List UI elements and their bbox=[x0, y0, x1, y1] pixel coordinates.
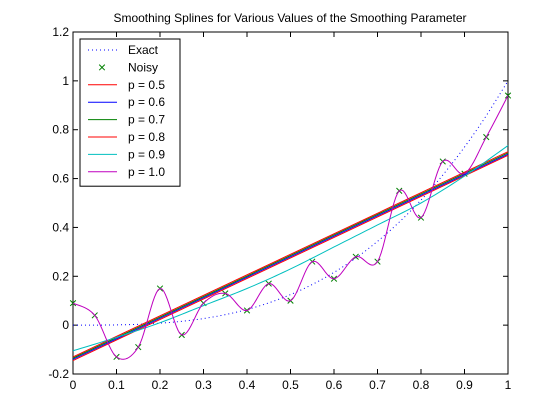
y-tick-label: 0.6 bbox=[52, 172, 69, 186]
x-tick-label: 0.2 bbox=[152, 378, 169, 392]
y-tick-label: -0.2 bbox=[48, 367, 69, 381]
series-line-p-1-0 bbox=[72, 95, 509, 360]
x-tick-label: 0.8 bbox=[413, 378, 430, 392]
legend-label: p = 1.0 bbox=[128, 165, 165, 179]
legend: Exact Noisy p = 0.5 p = 0.6 p = 0.7 p = 0.8 p … bbox=[79, 38, 181, 187]
legend-swatch-noisy bbox=[98, 64, 106, 71]
legend-box bbox=[79, 38, 181, 187]
tick-group: 0 0.1 0.2 0.3 0.4 0.5 0.6 0.7 0.8 0.9 1-0.200.20.4… bbox=[48, 25, 511, 392]
legend-label: p = 0.7 bbox=[128, 113, 165, 127]
x-tick-label: 0.1 bbox=[108, 378, 125, 392]
x-tick-label: 0.7 bbox=[369, 378, 386, 392]
legend-label: Exact bbox=[128, 43, 159, 57]
y-tick-label: 0.8 bbox=[52, 123, 69, 137]
x-tick-label: 1 bbox=[505, 378, 512, 392]
legend-label: p = 0.9 bbox=[128, 147, 165, 161]
noisy-point-marker bbox=[69, 300, 77, 307]
series-line-p-0-7 bbox=[72, 152, 509, 359]
legend-marker-stroke bbox=[98, 64, 106, 71]
series-line-p-0-6 bbox=[72, 153, 509, 360]
y-tick-label: 1 bbox=[62, 74, 69, 88]
y-tick-label: 0.2 bbox=[52, 269, 69, 283]
x-tick-label: 0.9 bbox=[456, 378, 473, 392]
legend-label: p = 0.6 bbox=[128, 95, 165, 109]
x-tick-label: 0.3 bbox=[195, 378, 212, 392]
x-tick-label: 0.4 bbox=[239, 378, 256, 392]
y-tick-label: 0 bbox=[62, 318, 69, 332]
legend-label: p = 0.5 bbox=[128, 78, 165, 92]
x-tick-label: 0.6 bbox=[326, 378, 343, 392]
y-tick-label: 1.2 bbox=[52, 25, 69, 39]
x-tick-label: 0.5 bbox=[282, 378, 299, 392]
series-line-p-0-8 bbox=[72, 151, 509, 358]
plot-area bbox=[69, 80, 512, 362]
x-tick-label: 0 bbox=[70, 378, 77, 392]
noisy-marker-stroke bbox=[69, 300, 77, 307]
y-tick-label: 0.4 bbox=[52, 220, 69, 234]
legend-label: Noisy bbox=[128, 60, 158, 74]
legend-label: p = 0.8 bbox=[128, 130, 165, 144]
chart-title: Smoothing Splines for Various Values of … bbox=[113, 11, 466, 25]
